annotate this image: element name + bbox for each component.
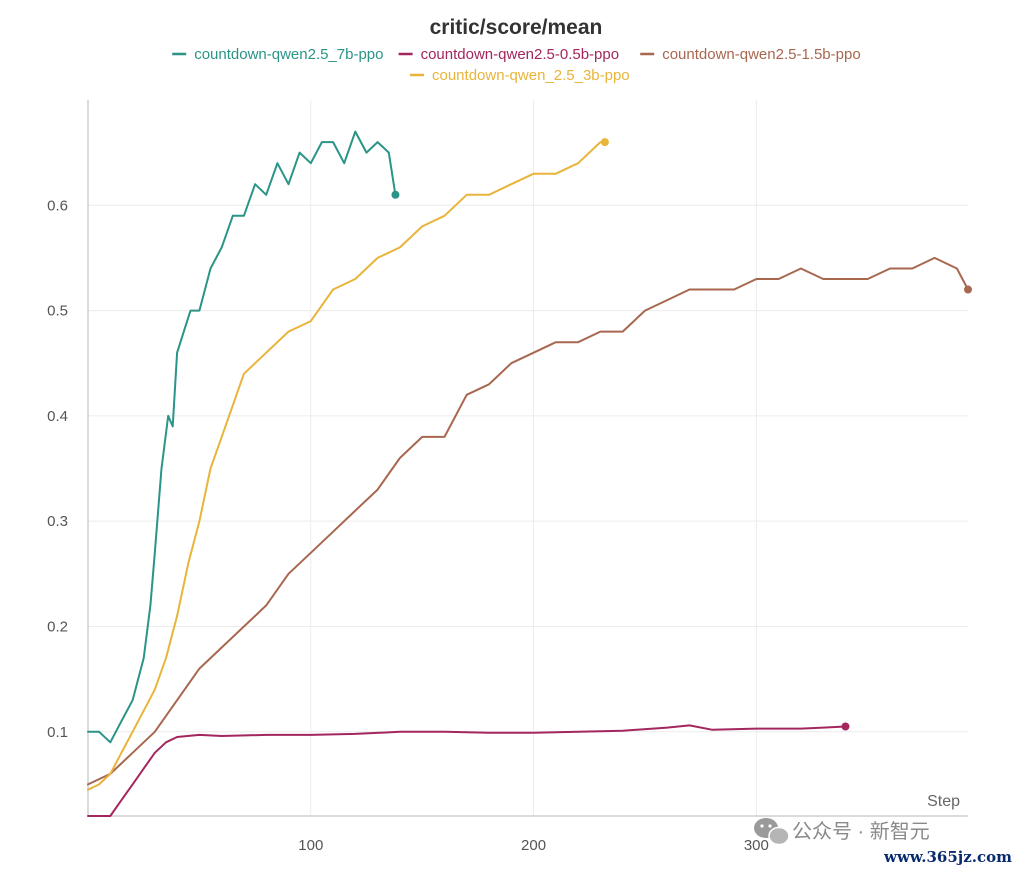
series-line-1 (87, 724, 847, 817)
y-tick-label: 0.3 (47, 513, 68, 530)
y-tick-label: 0.5 (47, 303, 68, 320)
chart-title: critic/score/mean (430, 16, 603, 39)
series-end-point (964, 285, 972, 294)
legend: countdown-qwen2.5_7b-ppo countdown-qwen2.… (172, 46, 861, 84)
watermark-site: www.365jz.com (883, 848, 1012, 866)
y-tick-label: 0.6 (47, 197, 68, 214)
watermark-text: 公众号 · 新智元 (792, 820, 930, 843)
x-tick-label: 300 (744, 837, 769, 854)
y-tick-label: 0.2 (47, 618, 68, 635)
axes: 0.1 0.2 0.3 0.4 0.5 0.6 100 200 300 (47, 100, 968, 854)
gridlines (88, 100, 968, 816)
x-tick-label: 100 (298, 837, 323, 854)
series-line-3 (87, 141, 606, 791)
y-tick-label: 0.4 (47, 408, 68, 425)
series-line-2 (87, 256, 969, 786)
x-tick-label: 200 (521, 837, 546, 854)
series-line-0 (87, 130, 397, 744)
series-end-point (600, 138, 609, 147)
legend-entry: countdown-qwen2.5-0.5b-ppo (421, 46, 619, 63)
x-axis-label: Step (927, 793, 960, 810)
watermark: 公众号 · 新智元 www.365jz.com (754, 818, 1012, 866)
y-tick-label: 0.1 (47, 724, 68, 741)
series-end-point (391, 190, 400, 199)
legend-entry: countdown-qwen2.5_7b-ppo (194, 46, 383, 63)
wechat-icon (754, 818, 790, 846)
series-lines (87, 130, 972, 817)
series-end-point (841, 722, 850, 731)
legend-entry: countdown-qwen_2.5_3b-ppo (432, 67, 630, 84)
legend-entry: countdown-qwen2.5-1.5b-ppo (662, 46, 860, 63)
